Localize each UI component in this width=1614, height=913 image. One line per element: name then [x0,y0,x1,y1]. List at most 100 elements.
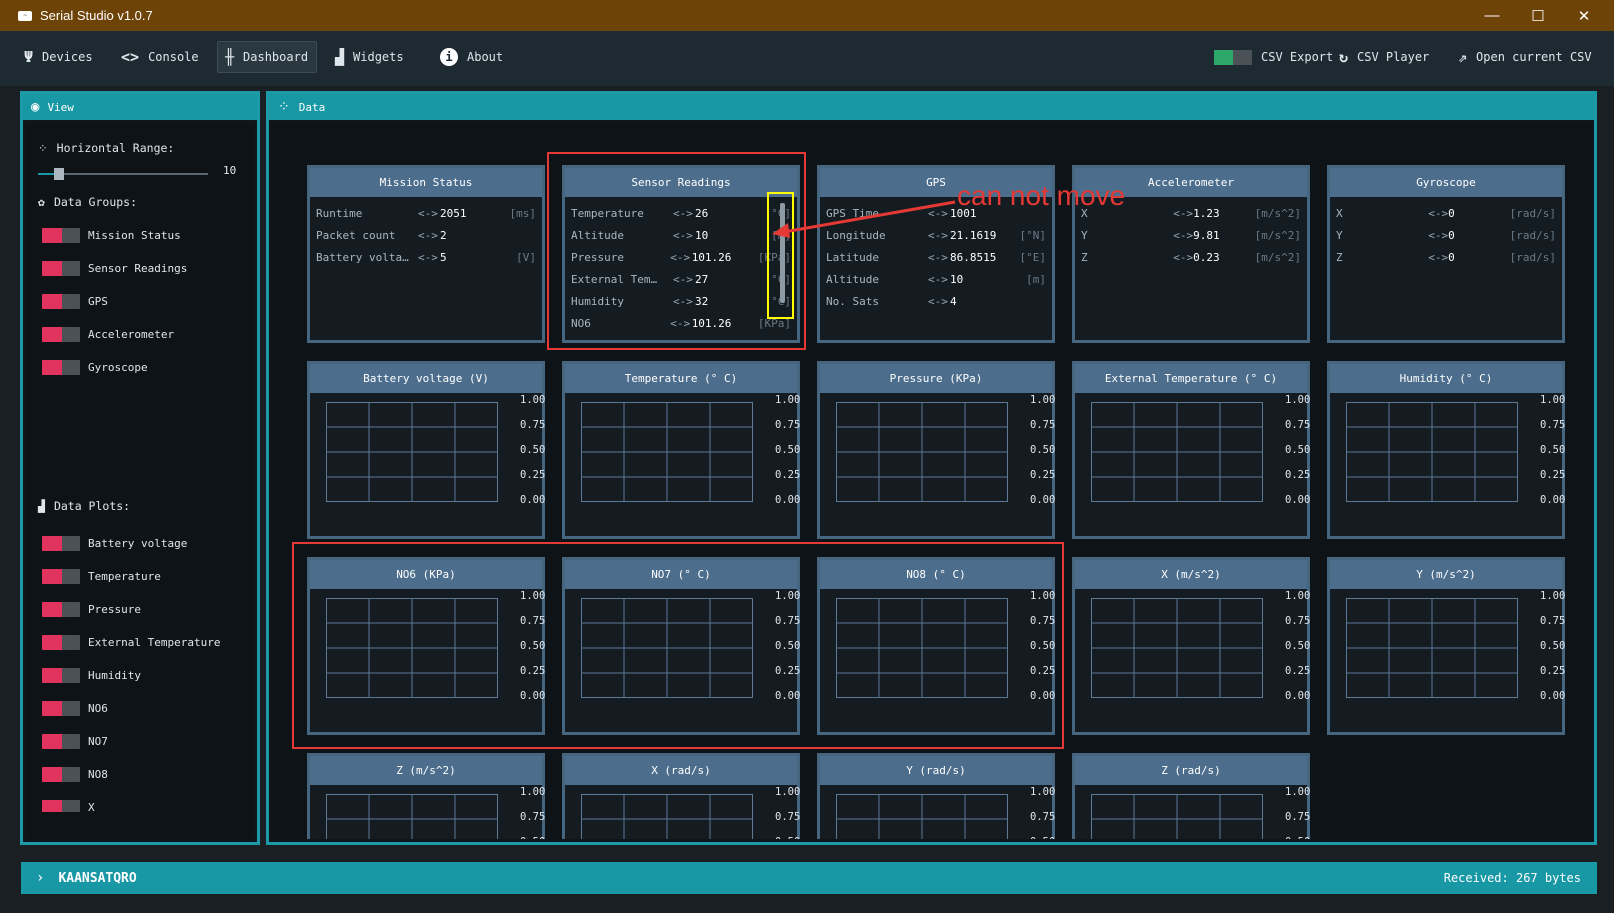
maximize-button[interactable]: ☐ [1531,7,1545,25]
link-icon: <-> [1428,228,1449,242]
group-toggle-row[interactable]: Gyroscope [42,360,148,375]
plot-toggle-row[interactable]: Humidity [42,668,141,683]
about-button[interactable]: i About [440,41,503,73]
toggle-switch[interactable] [42,261,80,276]
csv-player-button[interactable]: ↻ CSV Player [1339,41,1429,73]
toggle-switch[interactable] [42,635,80,650]
data-groups-header: ✿ Data Groups: [38,195,137,209]
chevron-right-icon[interactable]: › [36,870,45,886]
y-tick-label: 0.50 [1030,444,1056,456]
link-icon: <-> [670,250,691,264]
link-icon: <-> [1173,228,1194,242]
toggle-switch[interactable] [42,602,80,617]
group-widget: Mission Status Runtime <-> 2051 [ms] Packet c… [307,165,545,343]
close-button[interactable]: ✕ [1577,7,1591,25]
plot-toggle-row[interactable]: X [42,800,95,812]
link-icon: <-> [673,228,693,242]
group-toggle-label: Mission Status [88,229,181,242]
slider-handle[interactable] [54,168,64,180]
group-toggle-row[interactable]: Accelerometer [42,327,174,342]
y-tick-label: 1.00 [1030,394,1056,406]
data-panel-title: Data [298,100,326,114]
link-icon: <-> [673,294,693,308]
csv-export-toggle[interactable]: CSV Export [1214,41,1333,73]
toggle-switch[interactable] [42,800,80,812]
y-tick-label: 0.50 [775,836,800,839]
toggle-switch[interactable] [42,767,80,782]
plot-toggle-row[interactable]: NO6 [42,701,108,716]
group-widget-title: GPS [820,168,1052,197]
group-toggle-label: Sensor Readings [88,262,188,275]
console-button[interactable]: <> Console [121,41,199,73]
minimize-button[interactable]: — [1484,7,1500,24]
group-toggle-row[interactable]: GPS [42,294,108,309]
data-row: Altitude <->10 [m] [826,270,1046,288]
data-label: Latitude [826,250,879,264]
y-tick-label: 1.00 [1540,590,1566,602]
group-toggle-row[interactable]: Sensor Readings [42,261,187,276]
plot-widget: NO7 (° C) 1.00 0.75 0.50 0.25 0.00 [562,557,800,735]
toggle-switch[interactable] [42,360,80,375]
plot-toggle-row[interactable]: Pressure [42,602,141,617]
plot-toggle-row[interactable]: External Temperature [42,635,220,650]
data-unit: [m/s^2] [1254,250,1301,264]
data-value: 10 [950,272,964,286]
group-toggle-label: Gyroscope [88,361,148,374]
y-tick-label: 1.00 [775,590,801,602]
plot-widget-title: Temperature (° C) [565,364,797,393]
horizontal-range-slider[interactable] [38,168,208,180]
app-icon: ~ [18,10,32,21]
y-tick-label: 1.00 [520,394,546,406]
plot-widget-title: Z (rad/s) [1075,756,1307,785]
devices-button[interactable]: Ψ Devices [24,41,93,73]
y-tick-label: 0.50 [1285,836,1310,839]
plot-toggle-row[interactable]: Battery voltage [42,536,187,551]
toggle-switch[interactable] [42,569,80,584]
y-tick-label: 0.50 [1285,444,1311,456]
group-toggle-label: Accelerometer [88,328,175,341]
open-csv-button[interactable]: ⇗ Open current CSV [1458,41,1592,73]
toggle-switch[interactable] [42,734,80,749]
dashboard-button[interactable]: ╫ Dashboard [217,41,317,73]
group-widget: GPS GPS Time <-> 1001 Longitude <-> 21.1619 [°N… [817,165,1055,343]
y-tick-label: 0.00 [1285,690,1311,702]
plot-toggle-row[interactable]: NO7 [42,734,108,749]
plot-toggle-label: Pressure [88,603,141,616]
view-panel: ◉ View ⁘ Horizontal Range: 10 ✿ Data Gro… [20,91,260,845]
data-unit: [rad/s] [1509,206,1556,220]
toggle-switch[interactable] [42,701,80,716]
toggle-switch[interactable] [42,294,80,309]
plot-area: 1.000.750.500.250.00 [836,786,1055,839]
data-row: No. Sats <-> 4 [826,292,1046,310]
toggle-switch[interactable] [42,228,80,243]
plot-widget-title: Z (m/s^2) [310,756,542,785]
y-tick-label: 0.00 [1540,690,1566,702]
scrollbar-handle[interactable] [780,203,785,303]
plot-area: 1.000.750.500.250.00 [581,786,800,839]
data-value: 4 [950,294,957,308]
usb-icon: Ψ [24,48,34,66]
y-tick-label: 1.00 [520,590,546,602]
y-tick-label: 0.00 [775,494,801,506]
plot-toggle-row[interactable]: Temperature [42,569,161,584]
horizontal-range-label: Horizontal Range: [56,141,175,155]
palette-icon: ✿ [38,195,45,209]
y-tick-label: 0.00 [1030,690,1056,702]
plot-toggle-row[interactable]: NO8 [42,767,108,782]
device-bar[interactable]: › KAANSATQRO Received: 267 bytes [21,862,1597,894]
view-panel-title: View [47,100,74,114]
toggle-switch[interactable] [42,327,80,342]
title-bar: ~ Serial Studio v1.0.7 — ☐ ✕ [0,0,1614,31]
toggle-switch[interactable] [42,668,80,683]
data-row: Y <-> 0 [rad/s] [1336,226,1556,244]
received-bytes: Received: 267 bytes [1443,871,1581,885]
plot-grid [836,794,1008,839]
toggle-switch[interactable] [42,536,80,551]
widgets-button[interactable]: ▟ Widgets [335,41,404,73]
y-tick-label: 1.00 [1285,590,1311,602]
plot-widget: External Temperature (° C) 1.00 0.75 0.50 0.… [1072,361,1310,539]
group-toggle-row[interactable]: Mission Status [42,228,181,243]
plot-toggle-label: NO8 [88,768,108,781]
